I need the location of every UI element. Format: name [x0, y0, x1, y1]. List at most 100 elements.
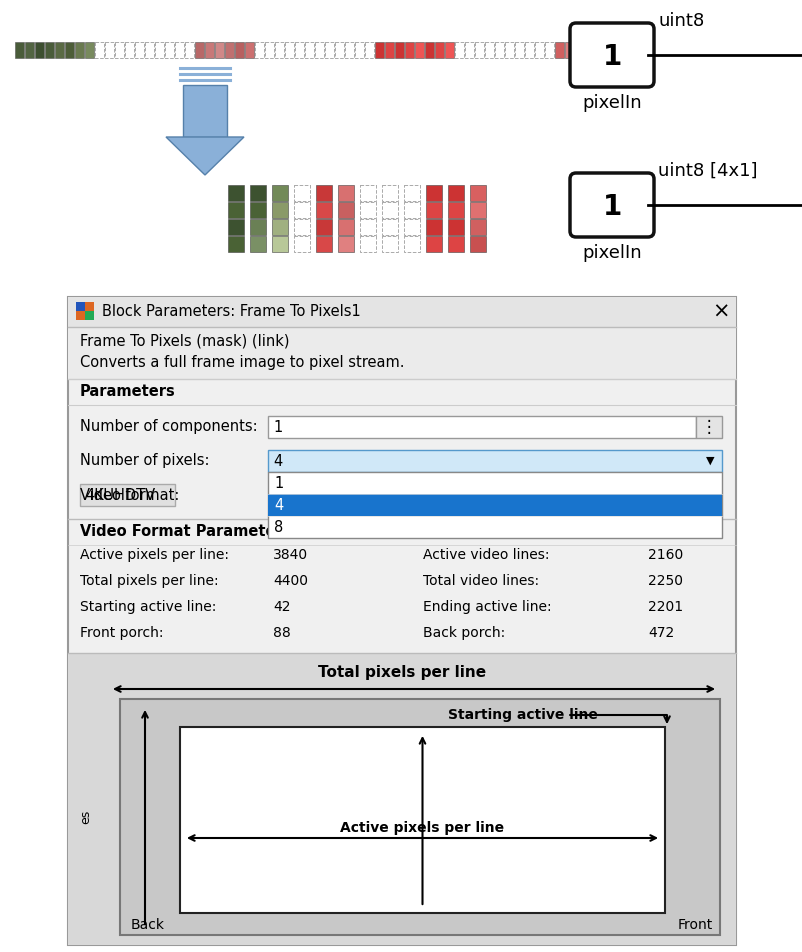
Text: 4: 4 [274, 498, 283, 512]
Bar [268, 416, 696, 438]
Bar [315, 42, 324, 58]
Text: Back: Back [131, 918, 165, 932]
Text: Video Format Parameters: Video Format Parameters [80, 525, 291, 540]
Bar [375, 42, 384, 58]
Text: Total video lines:: Total video lines: [423, 574, 539, 588]
Bar [575, 42, 584, 58]
Bar [425, 42, 434, 58]
Bar [255, 42, 264, 58]
Text: pixelIn: pixelIn [582, 244, 642, 262]
Bar [268, 450, 722, 472]
Bar [294, 236, 310, 252]
Bar [448, 202, 464, 218]
Text: 88: 88 [273, 626, 291, 640]
Text: 1: 1 [274, 475, 283, 490]
Bar [316, 185, 332, 201]
Bar [55, 42, 64, 58]
Bar [294, 219, 310, 235]
Bar [272, 202, 288, 218]
Text: Ending active line:: Ending active line: [423, 600, 552, 614]
Bar [105, 42, 114, 58]
Bar [382, 202, 398, 218]
Bar [404, 236, 420, 252]
Bar [165, 42, 174, 58]
Text: 1: 1 [602, 43, 622, 71]
Bar [382, 185, 398, 201]
Text: ×: × [712, 302, 730, 322]
Bar [195, 42, 204, 58]
Bar [68, 297, 736, 945]
Bar [338, 219, 354, 235]
Bar [565, 42, 574, 58]
Bar [125, 42, 134, 58]
Bar [68, 297, 736, 327]
Bar [470, 185, 486, 201]
Bar [75, 42, 84, 58]
Text: Back porch:: Back porch: [423, 626, 505, 640]
Text: Active pixels per line:: Active pixels per line: [80, 548, 229, 562]
Bar [382, 236, 398, 252]
Text: Front porch:: Front porch: [80, 626, 164, 640]
Bar [555, 42, 564, 58]
Bar [265, 42, 274, 58]
Bar [426, 202, 442, 218]
Bar [338, 202, 354, 218]
Bar [45, 42, 54, 58]
Bar [85, 42, 94, 58]
Bar [545, 42, 554, 58]
Bar [360, 236, 376, 252]
Bar [448, 185, 464, 201]
Text: Front: Front [678, 918, 713, 932]
Text: Number of pixels:: Number of pixels: [80, 453, 209, 468]
Bar [15, 42, 24, 58]
Bar [183, 85, 227, 137]
Bar [268, 472, 722, 538]
Bar [345, 42, 354, 58]
Bar [35, 42, 44, 58]
Bar [275, 42, 284, 58]
Bar [448, 236, 464, 252]
Bar [470, 202, 486, 218]
Bar [76, 302, 94, 320]
Bar [525, 42, 534, 58]
Bar [415, 42, 424, 58]
Polygon shape [166, 137, 244, 175]
Bar [395, 42, 404, 58]
Text: es: es [79, 810, 92, 824]
Bar [215, 42, 224, 58]
Bar [272, 185, 288, 201]
Text: ⋮: ⋮ [701, 418, 717, 436]
Text: 4: 4 [273, 453, 282, 468]
Bar [382, 219, 398, 235]
Bar [696, 416, 722, 438]
Bar [360, 185, 376, 201]
Text: 2201: 2201 [648, 600, 683, 614]
Bar [245, 42, 254, 58]
FancyBboxPatch shape [570, 23, 654, 87]
Bar [316, 219, 332, 235]
Bar [505, 42, 514, 58]
Bar [145, 42, 154, 58]
Text: Parameters: Parameters [80, 385, 176, 400]
Bar [404, 185, 420, 201]
Text: Active pixels per line: Active pixels per line [340, 821, 504, 835]
Text: 1: 1 [273, 420, 282, 434]
Text: 8: 8 [274, 520, 283, 534]
Text: Video format:: Video format: [80, 487, 180, 503]
Bar [445, 42, 454, 58]
Text: pixelIn: pixelIn [582, 94, 642, 112]
Text: Active video lines:: Active video lines: [423, 548, 549, 562]
Bar [316, 202, 332, 218]
Text: 4400: 4400 [273, 574, 308, 588]
Text: 42: 42 [273, 600, 290, 614]
Text: Starting active line:: Starting active line: [80, 600, 217, 614]
Bar [295, 42, 304, 58]
Bar [385, 42, 394, 58]
Bar [285, 42, 294, 58]
Text: Starting active line: Starting active line [448, 708, 597, 722]
Bar [360, 202, 376, 218]
Bar [205, 42, 214, 58]
Bar [175, 42, 184, 58]
Bar [426, 219, 442, 235]
Text: Total pixels per line: Total pixels per line [318, 665, 486, 681]
